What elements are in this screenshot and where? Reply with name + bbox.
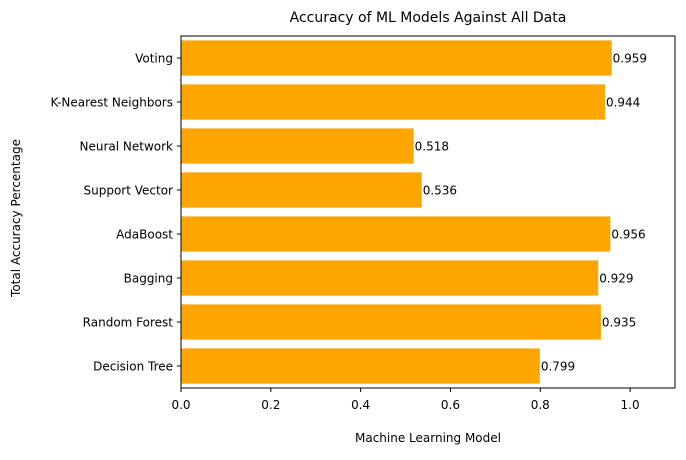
x-tick-label: 0.6 bbox=[441, 398, 460, 412]
y-tick-label: Random Forest bbox=[83, 316, 174, 330]
x-tick-label: 0.4 bbox=[351, 398, 370, 412]
bar-bagging bbox=[181, 260, 599, 296]
y-tick-label: Voting bbox=[135, 52, 173, 66]
bar-neural-network bbox=[181, 128, 414, 164]
data-label: 0.935 bbox=[602, 316, 636, 330]
axes-layer: Decision Tree Random Forest Bagging AdaBoos… bbox=[50, 35, 676, 412]
bars-layer: 0.799 0.935 0.929 0.956 0.536 0.518 0.944 0.959 bbox=[181, 40, 647, 384]
data-label: 0.944 bbox=[606, 96, 640, 110]
data-label: 0.799 bbox=[541, 360, 575, 374]
bar-random-forest bbox=[181, 304, 601, 340]
bar-adaboost bbox=[181, 216, 611, 252]
plot-frame bbox=[180, 35, 676, 389]
x-tick-label: 0.8 bbox=[531, 398, 550, 412]
x-tick-label: 0.0 bbox=[171, 398, 190, 412]
bar-decision-tree bbox=[181, 348, 540, 384]
y-tick-label: Bagging bbox=[124, 272, 173, 286]
y-tick-label: Support Vector bbox=[84, 184, 174, 198]
bar-support-vector bbox=[181, 172, 422, 208]
data-label: 0.956 bbox=[611, 228, 645, 242]
x-tick-label: 1.0 bbox=[621, 398, 640, 412]
data-label: 0.959 bbox=[613, 52, 647, 66]
bar-k-nearest-neighbors bbox=[181, 84, 605, 120]
bar-voting bbox=[181, 40, 612, 76]
chart-title: Accuracy of ML Models Against All Data bbox=[290, 10, 567, 26]
x-axis-label: Machine Learning Model bbox=[355, 431, 501, 445]
y-tick-label: Decision Tree bbox=[93, 360, 173, 374]
data-label: 0.518 bbox=[415, 140, 449, 154]
y-tick-label: K-Nearest Neighbors bbox=[50, 96, 173, 110]
y-tick-label: Neural Network bbox=[79, 140, 173, 154]
y-axis-label: Total Accuracy Percentage bbox=[9, 139, 23, 298]
data-label: 0.929 bbox=[599, 272, 633, 286]
data-label: 0.536 bbox=[423, 184, 457, 198]
y-tick-label: AdaBoost bbox=[116, 228, 173, 242]
x-tick-label: 0.2 bbox=[261, 398, 280, 412]
